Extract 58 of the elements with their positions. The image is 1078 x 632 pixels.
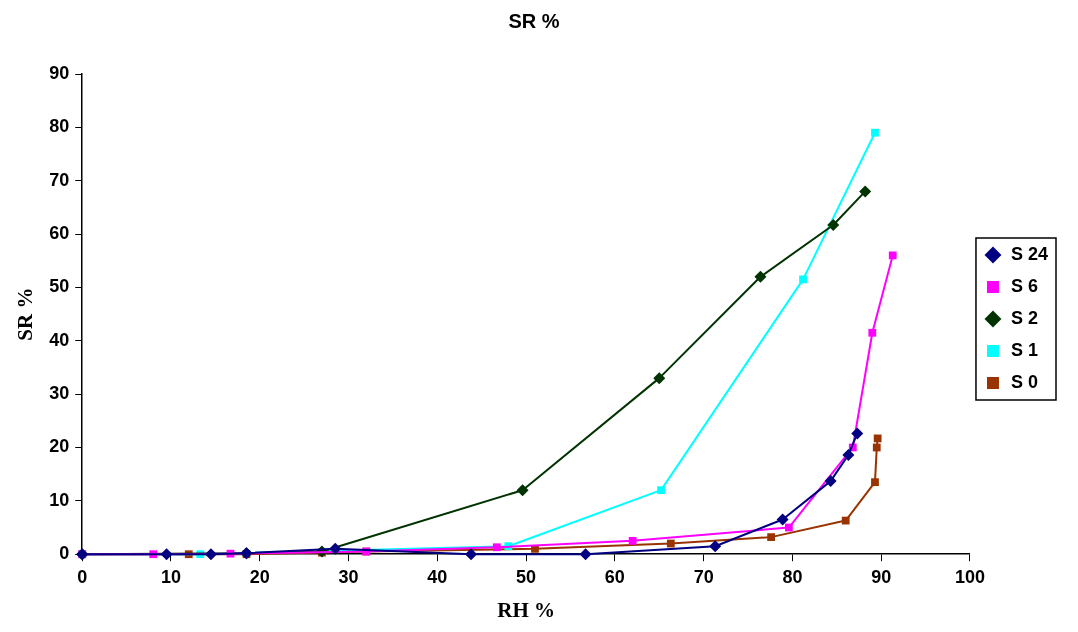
x-tick-label: 30	[338, 566, 359, 587]
point	[827, 219, 840, 231]
chart-title: SR %	[508, 9, 560, 32]
x-tick-label: 20	[249, 566, 270, 587]
point	[465, 548, 478, 561]
x-tick-label: 60	[604, 566, 625, 587]
y-tick-label: 0	[59, 543, 70, 564]
point	[516, 484, 529, 497]
x-tick-label: 40	[427, 566, 448, 587]
point	[842, 448, 855, 461]
point	[666, 539, 675, 548]
y-axis-title: SR %	[13, 287, 38, 341]
x-tick-label: 10	[160, 566, 182, 587]
x-tick-label: 50	[516, 566, 537, 587]
x-tick-label: 0	[77, 566, 88, 587]
point	[657, 486, 665, 495]
legend-label: S 24	[1010, 243, 1048, 264]
point	[841, 516, 850, 525]
y-tick-label: 90	[49, 62, 70, 83]
point	[204, 548, 217, 561]
point	[329, 542, 342, 555]
point	[872, 443, 881, 452]
point	[799, 275, 807, 284]
point	[628, 536, 637, 545]
y-tick-label: 20	[49, 436, 70, 457]
point	[851, 427, 864, 440]
x-tick-label: 70	[693, 566, 714, 587]
point	[824, 475, 837, 488]
y-tick-label: 70	[49, 169, 70, 190]
y-tick-label: 10	[49, 489, 70, 510]
x-axis-title: RH %	[497, 597, 555, 622]
point	[492, 543, 501, 552]
point	[579, 548, 592, 561]
point	[888, 251, 897, 260]
legend-label: S 6	[1010, 275, 1038, 296]
legend-label: S 2	[1010, 307, 1038, 328]
legend-label: S 0	[1010, 371, 1038, 392]
y-tick-label: 60	[49, 223, 70, 244]
legend-label: S 1	[1010, 339, 1038, 360]
x-tick-label: 80	[782, 566, 803, 587]
point	[160, 548, 173, 561]
point	[767, 533, 776, 542]
point	[873, 434, 882, 443]
x-tick-label: 90	[871, 566, 892, 587]
point	[868, 328, 877, 337]
y-tick-label: 50	[49, 276, 70, 297]
point	[776, 513, 789, 526]
point	[784, 523, 793, 532]
point	[709, 540, 722, 553]
point	[653, 372, 666, 385]
y-tick-label: 30	[49, 383, 70, 404]
point	[871, 128, 879, 137]
x-tick-label: 100	[954, 566, 985, 587]
point	[859, 185, 872, 198]
point	[754, 270, 767, 283]
y-tick-label: 80	[49, 116, 70, 137]
point	[871, 478, 879, 487]
y-tick-label: 40	[49, 329, 70, 350]
